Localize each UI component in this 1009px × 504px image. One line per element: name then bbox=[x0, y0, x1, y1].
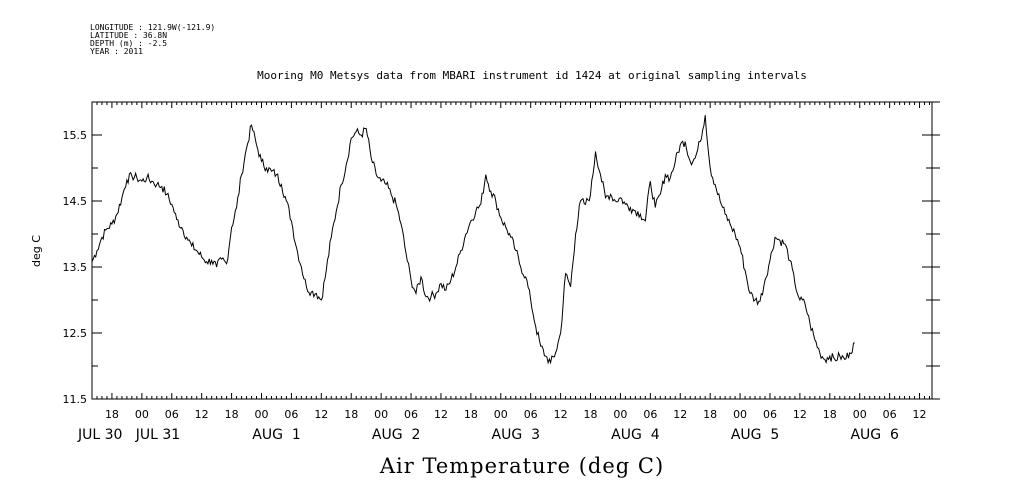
x-tick-label: 06 bbox=[284, 408, 298, 421]
x-date-label: AUG 6 bbox=[850, 427, 899, 443]
x-tick-label: 12 bbox=[793, 408, 807, 421]
depth-label: DEPTH (m) : -2.5 bbox=[90, 39, 168, 48]
x-tick-label: 12 bbox=[195, 408, 209, 421]
plot-frame bbox=[91, 101, 933, 400]
y-tick-label: 13.5 bbox=[63, 261, 88, 274]
x-tick-label: 00 bbox=[853, 408, 867, 421]
y-tick-label: 14.5 bbox=[63, 195, 88, 208]
x-date-label: AUG 4 bbox=[611, 427, 660, 443]
x-tick-label: 12 bbox=[434, 408, 448, 421]
x-tick-label: 18 bbox=[344, 408, 358, 421]
x-tick-label: 18 bbox=[584, 408, 598, 421]
x-tick-label: 00 bbox=[494, 408, 508, 421]
x-tick-label: 12 bbox=[913, 408, 927, 421]
x-tick-label: 06 bbox=[883, 408, 897, 421]
x-date-label: JUL 30 bbox=[77, 427, 122, 443]
year-label: YEAR : 2011 bbox=[90, 47, 143, 56]
x-tick-label: 18 bbox=[703, 408, 717, 421]
x-tick-label: 00 bbox=[733, 408, 747, 421]
x-date-label: AUG 1 bbox=[252, 427, 300, 443]
x-tick-label: 06 bbox=[524, 408, 538, 421]
x-tick-label: 06 bbox=[404, 408, 418, 421]
y-tick-label: 15.5 bbox=[63, 129, 88, 142]
x-date-label: JUL 31 bbox=[135, 427, 180, 443]
x-tick-label: 00 bbox=[135, 408, 149, 421]
x-tick-label: 06 bbox=[763, 408, 777, 421]
y-tick-label: 12.5 bbox=[63, 327, 88, 340]
x-tick-label: 18 bbox=[823, 408, 837, 421]
latitude-label: LATITUDE : 36.8N bbox=[90, 31, 168, 40]
x-tick-label: 00 bbox=[613, 408, 627, 421]
x-tick-label: 00 bbox=[254, 408, 268, 421]
x-date-label: AUG 3 bbox=[492, 427, 540, 443]
y-axis-title: deg C bbox=[30, 235, 43, 267]
x-tick-label: 18 bbox=[464, 408, 478, 421]
chart-title: Mooring M0 Metsys data from MBARI instru… bbox=[257, 69, 807, 82]
x-axis-title: Air Temperature (deg C) bbox=[379, 454, 665, 478]
x-tick-label: 06 bbox=[165, 408, 179, 421]
air-temperature-line bbox=[91, 115, 855, 365]
x-tick-label: 00 bbox=[374, 408, 388, 421]
x-date-label: AUG 2 bbox=[372, 427, 420, 443]
x-tick-label: 18 bbox=[105, 408, 119, 421]
x-tick-label: 12 bbox=[314, 408, 328, 421]
x-tick-label: 12 bbox=[673, 408, 687, 421]
x-tick-label: 06 bbox=[643, 408, 657, 421]
x-tick-label: 12 bbox=[554, 408, 568, 421]
x-tick-label: 18 bbox=[225, 408, 239, 421]
longitude-label: LONGITUDE : 121.9W(-121.9) bbox=[90, 23, 216, 32]
x-date-label: AUG 5 bbox=[731, 427, 779, 443]
y-tick-label: 11.5 bbox=[63, 393, 88, 406]
